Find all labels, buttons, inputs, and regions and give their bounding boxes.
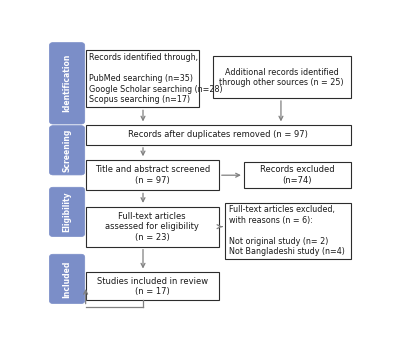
Text: Studies included in review
(n = 17): Studies included in review (n = 17) [97, 277, 208, 296]
FancyBboxPatch shape [86, 160, 219, 190]
Text: Records after duplicates removed (n = 97): Records after duplicates removed (n = 97… [128, 130, 308, 140]
FancyBboxPatch shape [244, 162, 351, 188]
Text: Eligibility: Eligibility [62, 192, 72, 232]
FancyBboxPatch shape [86, 50, 199, 108]
Text: Title and abstract screened
(n = 97): Title and abstract screened (n = 97) [95, 165, 210, 185]
FancyBboxPatch shape [49, 254, 85, 303]
FancyBboxPatch shape [86, 272, 219, 300]
FancyBboxPatch shape [49, 126, 85, 175]
Text: Additional records identified
through other sources (n = 25): Additional records identified through ot… [220, 68, 344, 87]
Text: Screening: Screening [62, 129, 72, 172]
Text: Full-text articles
assessed for eligibility
(n = 23): Full-text articles assessed for eligibil… [105, 212, 199, 242]
Text: Included: Included [62, 260, 72, 298]
Text: Records excluded
(n=74): Records excluded (n=74) [260, 165, 334, 185]
Text: Full-text articles excluded,
with reasons (n = 6):

Not original study (n= 2)
No: Full-text articles excluded, with reason… [229, 205, 345, 256]
Text: Identification: Identification [62, 54, 72, 112]
FancyBboxPatch shape [49, 187, 85, 237]
Text: Records identified through,

PubMed searching (n=35)
Google Scholar searching (n: Records identified through, PubMed searc… [89, 53, 223, 104]
FancyBboxPatch shape [49, 42, 85, 124]
FancyBboxPatch shape [86, 125, 351, 145]
FancyBboxPatch shape [225, 203, 351, 259]
FancyBboxPatch shape [86, 207, 219, 247]
FancyBboxPatch shape [213, 56, 351, 98]
